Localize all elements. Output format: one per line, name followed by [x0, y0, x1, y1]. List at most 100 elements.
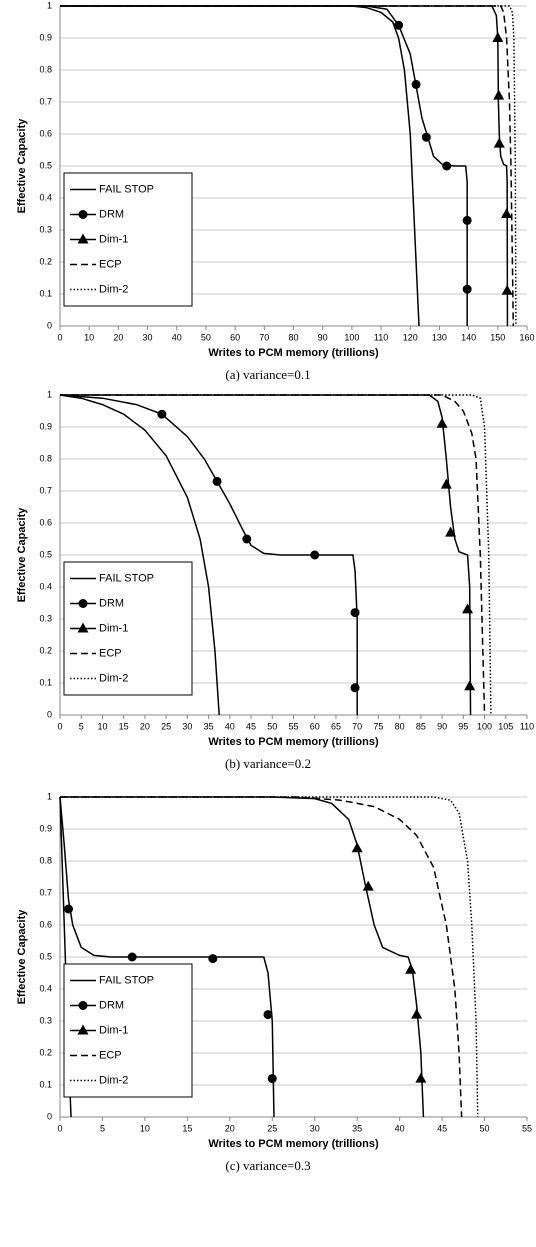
x-tick-label: 20	[140, 721, 150, 731]
x-axis-label: Writes to PCM memory (trillions)	[208, 1138, 379, 1150]
legend-label: Dim-2	[99, 672, 128, 684]
y-tick-label: 0.3	[39, 1015, 52, 1025]
legend-label: ECP	[99, 258, 122, 270]
legend-label: DRM	[99, 597, 124, 609]
y-tick-label: 0	[47, 320, 52, 330]
marker-circle	[242, 534, 252, 544]
x-tick-label: 0	[57, 1123, 62, 1133]
x-tick-label: 65	[331, 721, 341, 731]
marker-triangle	[493, 89, 505, 100]
y-tick-label: 0.9	[39, 32, 52, 42]
legend-label: Dim-1	[99, 622, 128, 634]
y-tick-label: 0.8	[39, 64, 52, 74]
series-line	[60, 394, 486, 716]
legend-label: ECP	[99, 647, 122, 659]
marker-circle	[350, 683, 360, 693]
x-tick-label: 25	[267, 1123, 277, 1133]
x-tick-label: 70	[259, 332, 269, 342]
x-tick-label: 70	[352, 721, 362, 731]
legend-label: Dim-2	[99, 283, 128, 295]
y-tick-label: 0	[47, 1111, 52, 1121]
series-line	[60, 5, 515, 327]
marker-triangle	[77, 1024, 89, 1035]
y-tick-label: 0.4	[39, 581, 52, 591]
y-tick-label: 0.5	[39, 160, 52, 170]
x-tick-label: 40	[172, 332, 182, 342]
marker-circle	[350, 608, 360, 618]
y-tick-label: 0.5	[39, 951, 52, 961]
series-line	[60, 5, 420, 327]
marker-circle	[157, 409, 167, 419]
x-tick-label: 60	[230, 332, 240, 342]
x-tick-label: 60	[310, 721, 320, 731]
x-tick-label: 75	[373, 721, 383, 731]
y-tick-label: 1	[47, 389, 52, 399]
series-line	[60, 5, 517, 327]
marker-triangle	[436, 417, 448, 428]
series-line	[60, 796, 463, 1118]
y-tick-label: 0.7	[39, 96, 52, 106]
series-line	[60, 5, 509, 327]
x-tick-label: 0	[57, 332, 62, 342]
marker-circle	[212, 476, 222, 486]
marker-circle	[411, 79, 421, 89]
y-tick-label: 0.6	[39, 517, 52, 527]
legend-label: Dim-1	[99, 233, 128, 245]
y-tick-label: 0.4	[39, 192, 52, 202]
y-tick-label: 0.7	[39, 485, 52, 495]
marker-triangle	[492, 32, 504, 42]
x-tick-label: 105	[498, 721, 513, 731]
x-tick-label: 40	[225, 721, 235, 731]
y-tick-label: 0.2	[39, 645, 52, 655]
x-tick-label: 150	[490, 332, 505, 342]
y-tick-label: 0.9	[39, 421, 52, 431]
marker-triangle	[77, 622, 89, 633]
series-line	[60, 394, 472, 716]
marker-circle	[462, 284, 472, 294]
series-line	[60, 796, 425, 1118]
x-tick-label: 20	[225, 1123, 235, 1133]
x-tick-label: 45	[437, 1123, 447, 1133]
x-tick-label: 100	[477, 721, 492, 731]
marker-circle	[267, 1074, 277, 1084]
x-tick-label: 110	[520, 721, 534, 731]
x-tick-label: 10	[140, 1123, 150, 1133]
y-tick-label: 0.1	[39, 1079, 52, 1089]
marker-triangle	[501, 208, 513, 218]
series-line	[60, 394, 492, 716]
marker-triangle	[362, 880, 374, 891]
marker-triangle	[493, 137, 505, 148]
x-tick-label: 140	[461, 332, 476, 342]
x-tick-label: 55	[522, 1123, 532, 1133]
x-tick-label: 20	[113, 332, 123, 342]
x-tick-label: 80	[288, 332, 298, 342]
x-axis-label: Writes to PCM memory (trillions)	[208, 347, 379, 359]
x-tick-label: 15	[119, 721, 129, 731]
x-axis-label: Writes to PCM memory (trillions)	[208, 736, 379, 748]
x-tick-label: 35	[352, 1123, 362, 1133]
x-tick-label: 95	[458, 721, 468, 731]
y-tick-label: 0.2	[39, 1047, 52, 1057]
marker-circle	[263, 1010, 273, 1020]
y-tick-label: 0.8	[39, 453, 52, 463]
x-tick-label: 110	[374, 332, 388, 342]
y-tick-label: 0.7	[39, 887, 52, 897]
marker-circle	[63, 904, 73, 914]
marker-triangle	[440, 478, 452, 489]
x-tick-label: 50	[201, 332, 211, 342]
x-tick-label: 25	[161, 721, 171, 731]
marker-triangle	[445, 526, 457, 537]
marker-circle	[78, 1001, 88, 1010]
y-tick-label: 0.2	[39, 256, 52, 266]
legend-label: FAIL STOP	[99, 974, 154, 986]
y-tick-label: 1	[47, 0, 52, 10]
series-line	[60, 5, 468, 326]
y-tick-label: 0.5	[39, 549, 52, 559]
marker-circle	[208, 954, 218, 964]
y-tick-label: 0.1	[39, 288, 52, 298]
legend-label: Dim-1	[99, 1024, 128, 1036]
legend-label: DRM	[99, 208, 124, 220]
series-line	[59, 796, 275, 1118]
marker-triangle	[405, 963, 417, 974]
